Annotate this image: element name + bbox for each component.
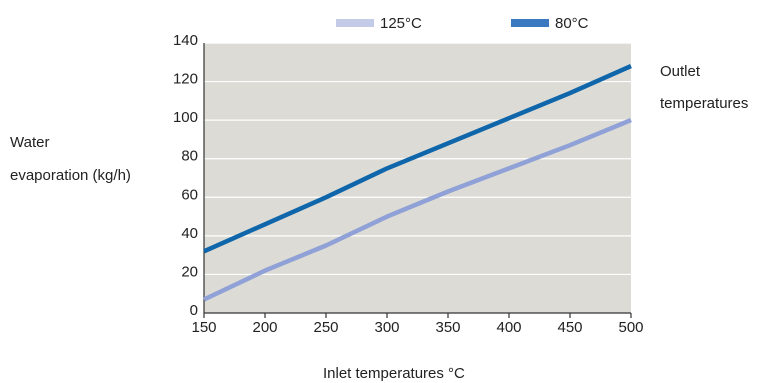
y-axis-label-line-2: evaporation (kg/h) <box>10 167 131 184</box>
x-tick-label-200: 200 <box>252 319 277 336</box>
legend-label-80: 80°C <box>555 14 589 32</box>
series-line-0 <box>203 118 632 302</box>
plot-background <box>204 43 631 313</box>
x-tick-label-150: 150 <box>191 319 216 336</box>
legend-label-125: 125°C <box>380 14 422 32</box>
y-axis-label-line-1: Water <box>10 134 50 151</box>
axes <box>203 43 632 318</box>
tick-labels: 0 20 40 60 80 100 120 140 150 200 250 300 350 400 450 5… <box>173 32 644 336</box>
y-tick-label-40: 40 <box>181 225 198 242</box>
x-tick-label-350: 350 <box>435 319 460 336</box>
x-tick-label-250: 250 <box>313 319 338 336</box>
x-axis-label: Inlet temperatures °C <box>323 365 465 382</box>
y-tick-label-80: 80 <box>181 148 198 165</box>
series-layer <box>203 64 632 302</box>
y-tick-label-0: 0 <box>190 302 198 319</box>
y-tick-label-140: 140 <box>173 32 198 49</box>
grid-lines <box>204 42 631 276</box>
x-tick-label-300: 300 <box>374 319 399 336</box>
legend-item-125: 125°C <box>336 14 422 32</box>
legend-swatch-80 <box>511 19 549 27</box>
right-label-line-1: Outlet <box>660 63 701 80</box>
right-label-line-2: temperatures <box>660 95 749 112</box>
y-tick-label-20: 20 <box>181 263 198 280</box>
series-line-1 <box>203 64 632 254</box>
legend-swatch-125 <box>336 19 374 27</box>
x-tick-label-400: 400 <box>496 319 521 336</box>
legend-item-80: 80°C <box>511 14 589 32</box>
y-tick-label-60: 60 <box>181 186 198 203</box>
y-tick-label-100: 100 <box>173 109 198 126</box>
y-tick-label-120: 120 <box>173 71 198 88</box>
x-tick-label-450: 450 <box>557 319 582 336</box>
x-tick-label-500: 500 <box>618 319 643 336</box>
